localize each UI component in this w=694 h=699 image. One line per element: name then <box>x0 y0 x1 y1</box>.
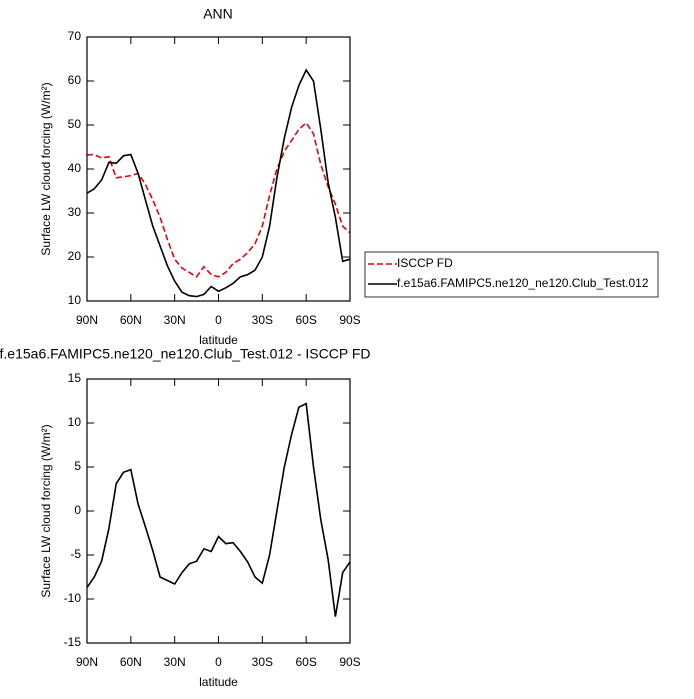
x-tick-label: 0 <box>215 313 222 327</box>
x-tick-label: 60S <box>295 313 316 327</box>
series-line <box>86 121 351 278</box>
x-axis-label: latitude <box>199 675 238 689</box>
x-tick-label: 60N <box>120 313 142 327</box>
y-tick-label: 15 <box>68 371 82 385</box>
x-tick-label: 30S <box>252 655 273 669</box>
legend-box <box>364 251 659 298</box>
y-tick-label: 70 <box>68 29 82 43</box>
y-tick-label: 10 <box>68 415 82 429</box>
x-tick-label: 90N <box>76 655 98 669</box>
chart-title: f.e15a6.FAMIPC5.ne120_ne120.Club_Test.01… <box>0 346 370 362</box>
y-tick-label: 60 <box>68 73 82 87</box>
x-tick-label: 90S <box>339 313 360 327</box>
series-line <box>86 402 351 617</box>
x-tick-label: 90S <box>339 655 360 669</box>
y-tick-label: 0 <box>74 503 81 517</box>
y-tick-label: -5 <box>70 547 81 561</box>
x-tick-label: 60S <box>295 655 316 669</box>
x-tick-label: 30S <box>252 313 273 327</box>
plot-frame <box>86 36 351 302</box>
y-axis-label: Surface LW cloud forcing (W/m²) <box>39 424 53 597</box>
series-line <box>86 68 351 298</box>
legend-label: f.e15a6.FAMIPC5.ne120_ne120.Club_Test.01… <box>397 276 649 290</box>
legend-label: ISCCP FD <box>397 256 453 270</box>
y-tick-label: 20 <box>68 249 82 263</box>
x-tick-label: 0 <box>215 655 222 669</box>
chart-title: ANN <box>203 6 233 22</box>
y-tick-label: 5 <box>74 459 81 473</box>
x-tick-label: 30N <box>164 655 186 669</box>
y-tick-label: 30 <box>68 205 82 219</box>
x-tick-label: 30N <box>164 313 186 327</box>
y-tick-label: -10 <box>64 591 82 605</box>
y-tick-label: 10 <box>68 293 82 307</box>
x-axis-label: latitude <box>199 333 238 347</box>
x-tick-label: 60N <box>120 655 142 669</box>
y-tick-label: -15 <box>64 635 82 649</box>
plot-frame <box>86 378 351 644</box>
x-tick-label: 90N <box>76 313 98 327</box>
y-tick-label: 40 <box>68 161 82 175</box>
y-axis-label: Surface LW cloud forcing (W/m²) <box>39 82 53 255</box>
y-tick-label: 50 <box>68 117 82 131</box>
